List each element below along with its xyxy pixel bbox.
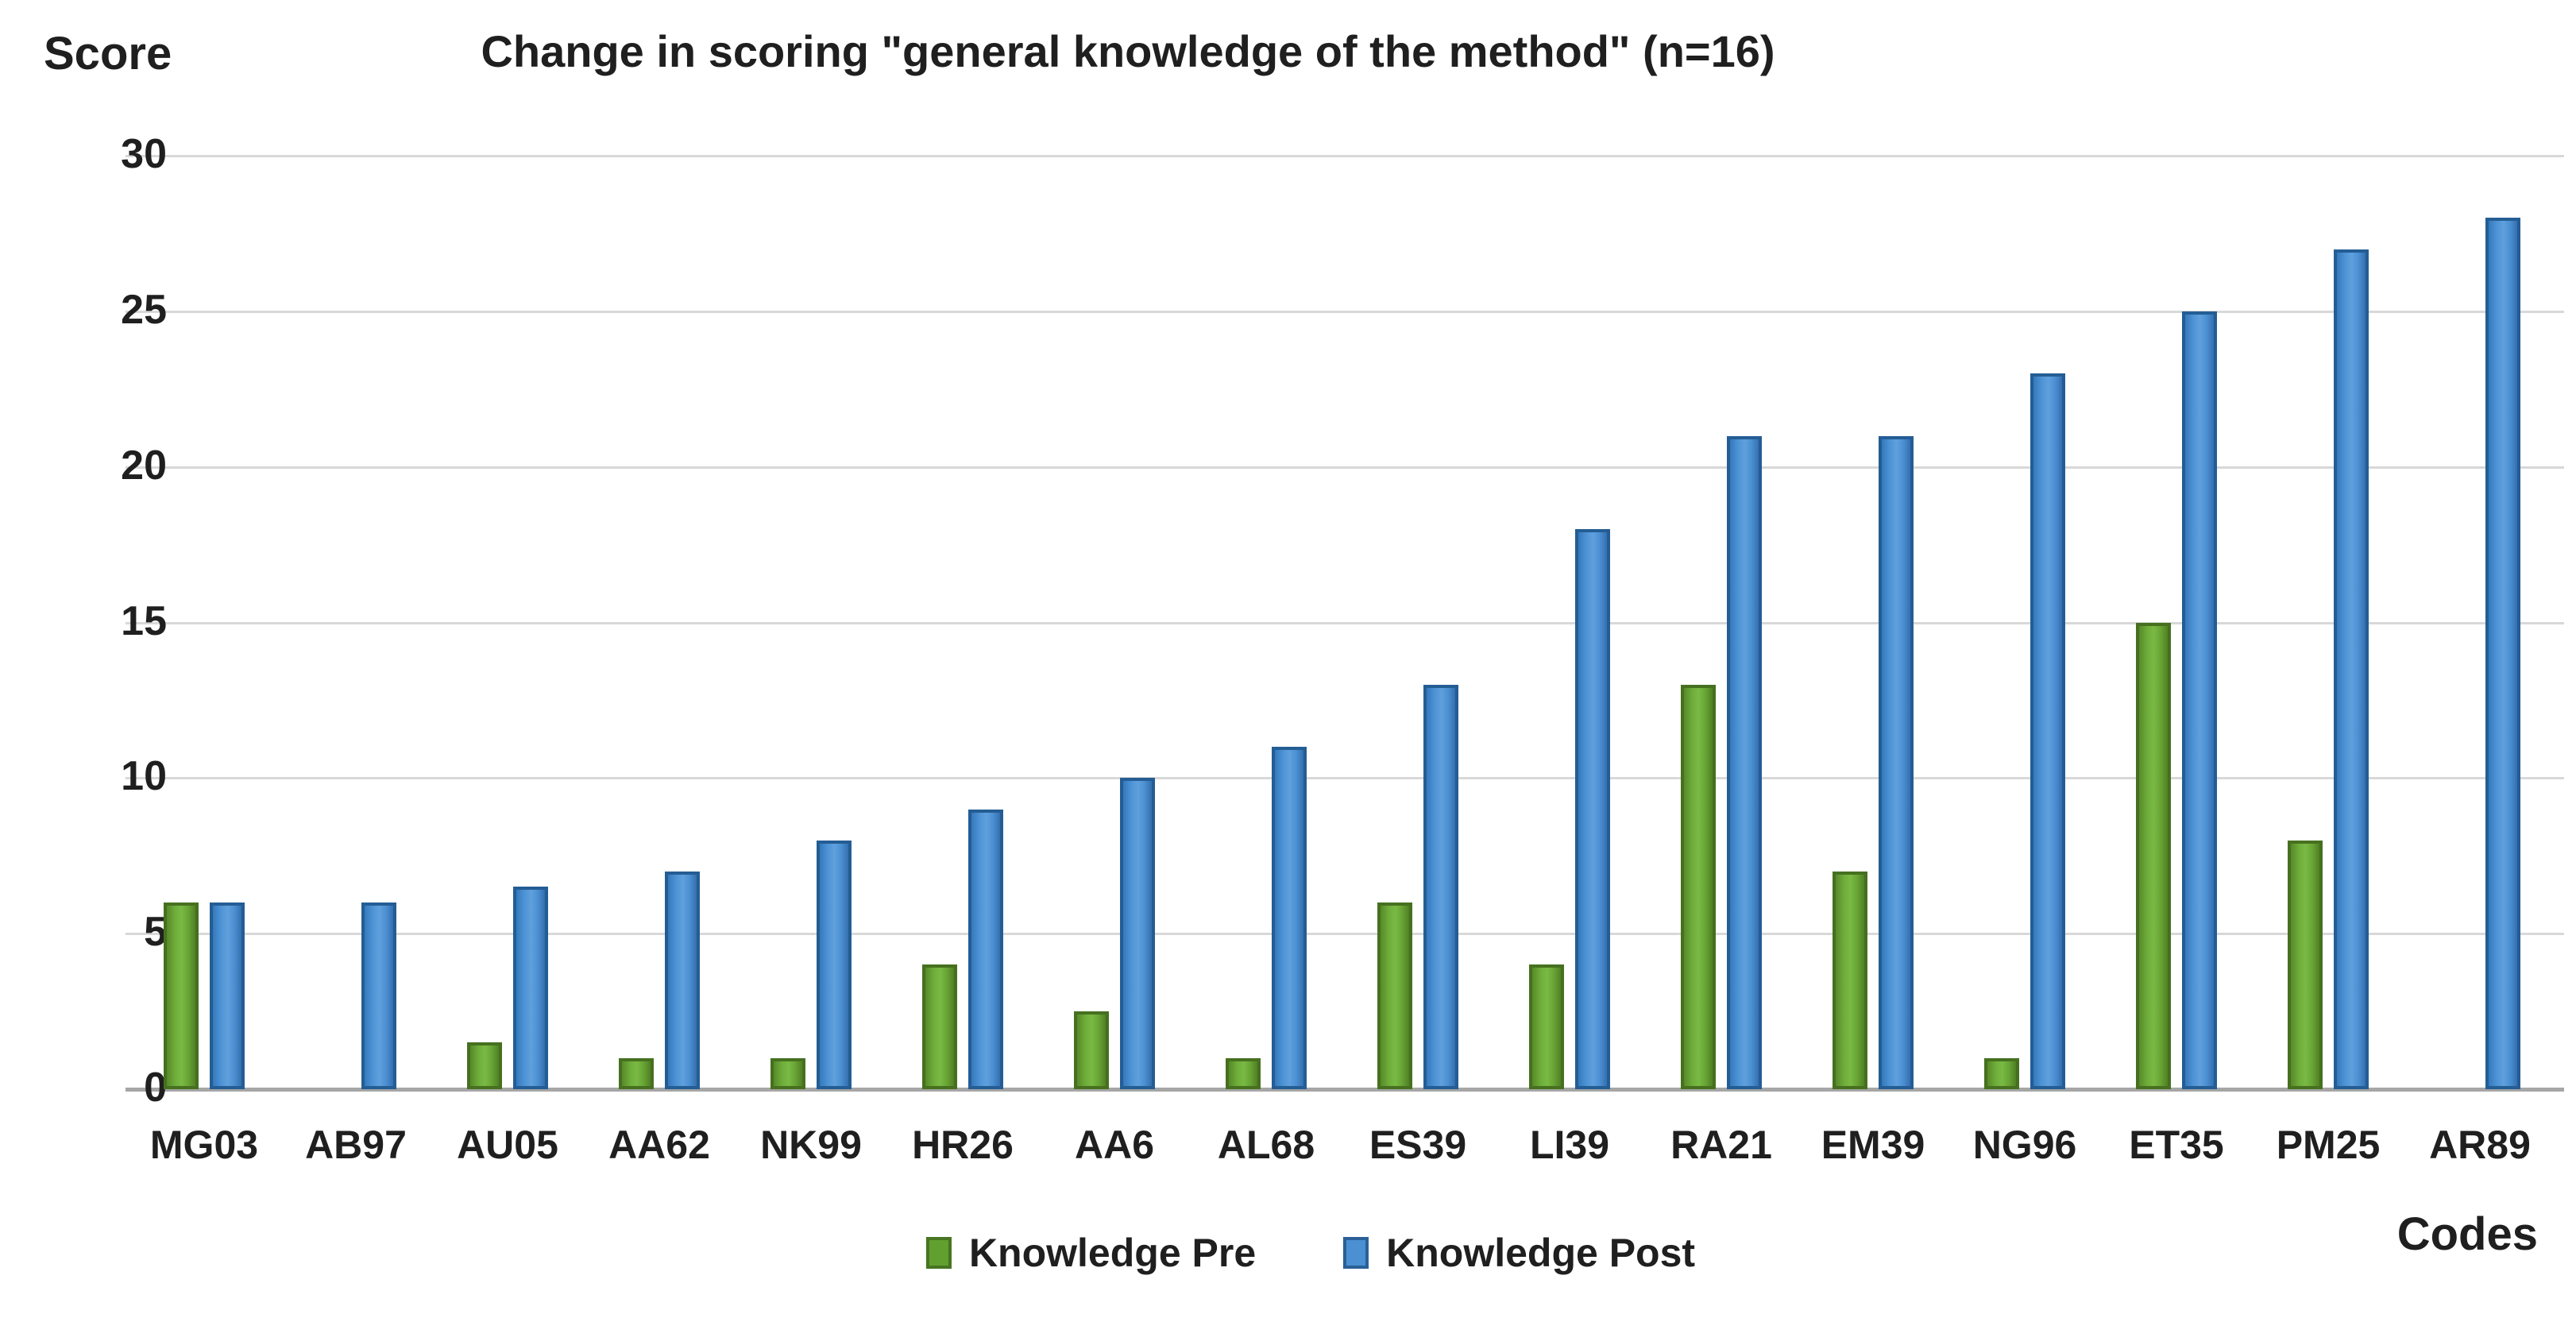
gridline-y-10 [126,777,2564,780]
x-axis-title: Codes [2396,1208,2538,1260]
y-tick-label-30: 30 [121,131,167,177]
bar-pre-EM39 [1833,871,1867,1089]
bar-post-NG96 [2030,373,2065,1089]
x-tick-label-AA62: AA62 [608,1123,710,1167]
bar-post-ET35 [2182,311,2217,1089]
x-tick-label-NK99: NK99 [760,1123,862,1167]
x-tick-label-NG96: NG96 [1972,1123,2077,1167]
bar-pre-MG03 [164,903,199,1089]
x-tick-label-LI39: LI39 [1529,1123,1610,1167]
y-tick-label-5: 5 [144,909,167,956]
legend-label-pre: Knowledge Pre [968,1231,1257,1275]
bar-post-ES39 [1423,684,1458,1089]
bar-pre-AU05 [467,1042,502,1089]
bar-pre-NG96 [1984,1057,2019,1089]
bar-pre-AL68 [1226,1057,1261,1089]
gridline-y-5 [126,933,2564,936]
bar-post-LI39 [1575,529,1610,1089]
gridline-y-15 [126,621,2564,624]
bar-pre-ET35 [2136,622,2171,1089]
bar-pre-RA21 [1681,684,1716,1089]
legend-item-knowledge-pre: Knowledge Pre [925,1230,1257,1276]
bar-pre-ES39 [1377,903,1412,1089]
bar-post-AU05 [513,887,548,1089]
legend: Knowledge Pre Knowledge Post [925,1230,1695,1276]
bar-post-EM39 [1879,435,1914,1089]
bar-pre-LI39 [1529,964,1564,1089]
bar-pre-NK99 [770,1057,805,1089]
bar-pre-PM25 [2288,840,2323,1089]
x-tick-label-RA21: RA21 [1670,1123,1772,1167]
bar-post-RA21 [1727,435,1762,1089]
y-tick-label-25: 25 [121,286,167,333]
chart-title: Change in scoring "general knowledge of … [481,26,1775,76]
x-tick-label-EM39: EM39 [1821,1123,1925,1167]
bar-post-AR89 [2485,218,2520,1089]
x-tick-label-AL68: AL68 [1217,1123,1315,1167]
bar-pre-AA6 [1074,1011,1109,1089]
x-tick-label-ES39: ES39 [1369,1123,1467,1167]
bar-post-MG03 [210,903,245,1089]
x-tick-label-MG03: MG03 [149,1123,259,1167]
bar-pre-HR26 [922,964,957,1089]
gridline-y-20 [126,466,2564,469]
legend-label-post: Knowledge Post [1386,1231,1696,1275]
y-tick-label-20: 20 [121,442,167,489]
y-tick-label-10: 10 [121,753,167,800]
legend-swatch-pre-icon [925,1237,952,1269]
bar-post-AL68 [1272,747,1307,1089]
bar-post-HR26 [968,809,1003,1089]
bar-pre-AA62 [619,1057,654,1089]
x-tick-label-HR26: HR26 [912,1123,1014,1167]
bar-post-AA6 [1120,778,1155,1089]
x-tick-label-PM25: PM25 [2276,1123,2381,1167]
x-axis-baseline [126,1088,2564,1092]
y-axis-title: Score [44,28,172,79]
x-tick-label-AR89: AR89 [2429,1123,2531,1167]
y-tick-label-15: 15 [121,597,167,644]
x-tick-label-AB97: AB97 [305,1123,407,1167]
bar-post-AB97 [361,903,396,1089]
bar-post-NK99 [817,840,852,1089]
legend-swatch-post-icon [1343,1237,1369,1269]
x-tick-label-ET35: ET35 [2129,1123,2224,1167]
gridline-y-30 [126,155,2564,157]
bar-post-AA62 [665,871,700,1089]
x-tick-label-AA6: AA6 [1074,1123,1155,1167]
y-tick-label-0: 0 [144,1065,167,1111]
bar-post-PM25 [2334,249,2369,1089]
x-tick-label-AU05: AU05 [457,1123,558,1167]
gridline-y-25 [126,310,2564,313]
legend-item-knowledge-post: Knowledge Post [1343,1230,1695,1276]
